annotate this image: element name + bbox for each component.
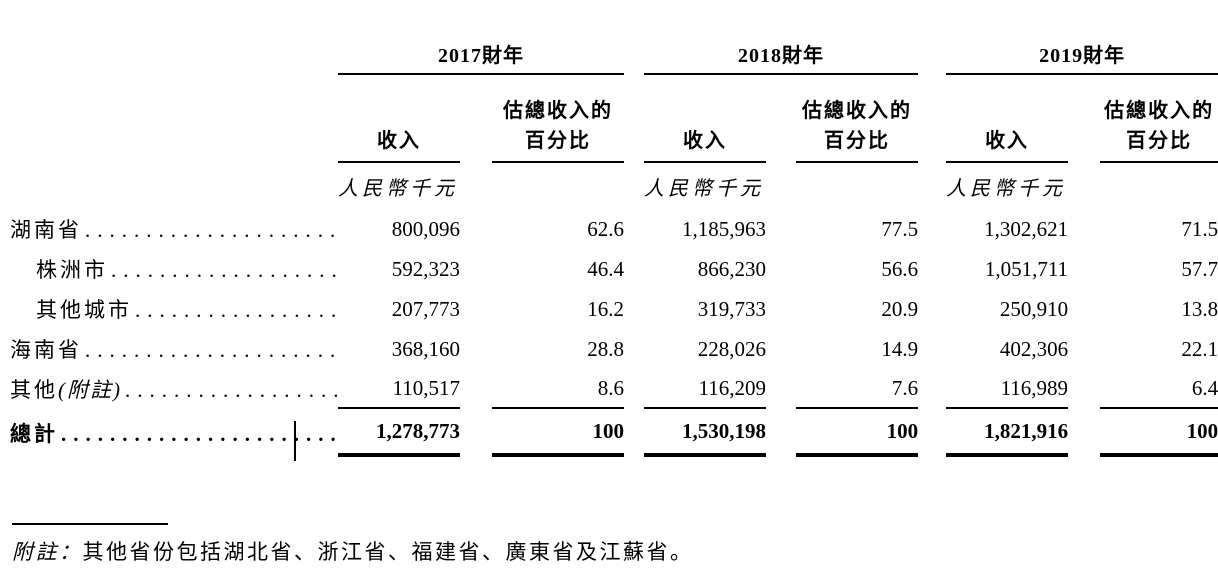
row-label: 海南省	[10, 338, 82, 362]
cell-revenue-2018: 1,185,963	[682, 216, 767, 241]
table-row-hunan: 湖南省.....................................…	[10, 209, 1218, 249]
cell-pct-2018: 14.9	[881, 336, 919, 361]
total-pct-2019: 100	[1100, 409, 1218, 457]
cell-revenue-2017: 207,773	[391, 296, 460, 321]
row-label: 湖南省	[10, 218, 82, 242]
total-pct-2017: 100	[492, 409, 625, 457]
cell-pct-2017: 46.4	[587, 256, 625, 281]
revenue-by-region-table: 2017財年 2018財年 2019財年 收入 估總收入的 百分比 收入 估總收…	[10, 35, 1218, 457]
col-header-pct-2019: 估總收入的 百分比	[1100, 75, 1218, 163]
unit-label-2017: 人民幣千元	[338, 177, 458, 200]
cell-pct-2018: 20.9	[881, 296, 919, 321]
total-revenue-2017: 1,278,773	[338, 409, 460, 457]
year-header-row: 2017財年 2018財年 2019財年	[10, 35, 1218, 75]
unit-label-2019: 人民幣千元	[946, 177, 1067, 200]
cell-revenue-2018: 116,209	[644, 369, 767, 409]
cell-pct-2018: 56.6	[881, 256, 919, 281]
dot-leader: ........................................	[85, 338, 338, 362]
footnote: 附註：其他省份包括湖北省、浙江省、福建省、廣東省及江蘇省。	[12, 536, 1218, 566]
cell-revenue-2017: 368,160	[391, 336, 460, 361]
year-header-2017: 2017財年	[338, 35, 625, 75]
cell-pct-2019: 6.4	[1100, 369, 1218, 409]
table-row-other-cities: 其他城市....................................…	[10, 289, 1218, 329]
year-header-2018: 2018財年	[644, 35, 919, 75]
col-header-revenue-2018: 收入	[644, 75, 767, 163]
cell-revenue-2019: 250,910	[999, 296, 1069, 321]
cell-revenue-2019: 1,051,711	[984, 256, 1069, 281]
total-revenue-2018: 1,530,198	[644, 409, 767, 457]
table-row-zhuzhou: 株洲市.....................................…	[10, 249, 1218, 289]
year-header-2019: 2019財年	[946, 35, 1218, 75]
col-header-revenue-2017: 收入	[338, 75, 460, 163]
cell-revenue-2017: 592,323	[391, 256, 460, 281]
table-row-hainan: 海南省.....................................…	[10, 329, 1218, 369]
cell-pct-2017: 16.2	[587, 296, 625, 321]
table-row-total: 總計......................................…	[10, 409, 1218, 457]
cell-pct-2019: 13.8	[1181, 296, 1218, 321]
total-revenue-2019: 1,821,916	[946, 409, 1069, 457]
footnote-text: 其他省份包括湖北省、浙江省、福建省、廣東省及江蘇省。	[82, 540, 694, 564]
unit-label-2018: 人民幣千元	[644, 177, 765, 200]
dot-leader: ........................................	[61, 422, 338, 446]
row-label-note: (附註)	[58, 378, 122, 402]
total-pct-2018: 100	[796, 409, 919, 457]
footnote-separator	[12, 523, 168, 525]
cell-pct-2019: 22.1	[1181, 336, 1218, 361]
cell-revenue-2019: 1,302,621	[984, 216, 1069, 241]
row-label: 其他城市	[36, 298, 132, 322]
cell-pct-2018: 7.6	[796, 369, 919, 409]
column-header-row: 收入 估總收入的 百分比 收入 估總收入的 百分比 收入 估總收入的 百分比	[10, 75, 1218, 163]
cell-revenue-2018: 319,733	[697, 296, 767, 321]
unit-row: 人民幣千元 人民幣千元 人民幣千元	[10, 163, 1218, 209]
cell-pct-2017: 8.6	[492, 369, 625, 409]
cell-revenue-2019: 402,306	[999, 336, 1069, 361]
cell-pct-2019: 57.7	[1181, 256, 1218, 281]
dot-leader: ........................................	[111, 258, 338, 282]
text-cursor	[294, 421, 296, 461]
col-header-pct-2017: 估總收入的 百分比	[492, 75, 625, 163]
cell-pct-2017: 28.8	[587, 336, 625, 361]
dot-leader: ........................................	[85, 218, 338, 242]
cell-pct-2017: 62.6	[587, 216, 625, 241]
row-label: 株洲市	[36, 258, 108, 282]
cell-revenue-2018: 866,230	[697, 256, 767, 281]
dot-leader: ........................................	[135, 298, 338, 322]
table-row-others: 其他(附註)..................................…	[10, 369, 1218, 409]
col-header-pct-2018: 估總收入的 百分比	[796, 75, 919, 163]
cell-revenue-2017: 110,517	[338, 369, 460, 409]
total-label: 總計	[10, 422, 58, 446]
cell-revenue-2017: 800,096	[391, 216, 460, 241]
cell-revenue-2019: 116,989	[946, 369, 1069, 409]
row-label: 其他	[10, 378, 58, 402]
footnote-label: 附註：	[12, 540, 83, 564]
cell-revenue-2018: 228,026	[697, 336, 767, 361]
cell-pct-2019: 71.5	[1181, 216, 1218, 241]
col-header-revenue-2019: 收入	[946, 75, 1069, 163]
dot-leader: ........................................	[125, 378, 338, 402]
cell-pct-2018: 77.5	[881, 216, 919, 241]
